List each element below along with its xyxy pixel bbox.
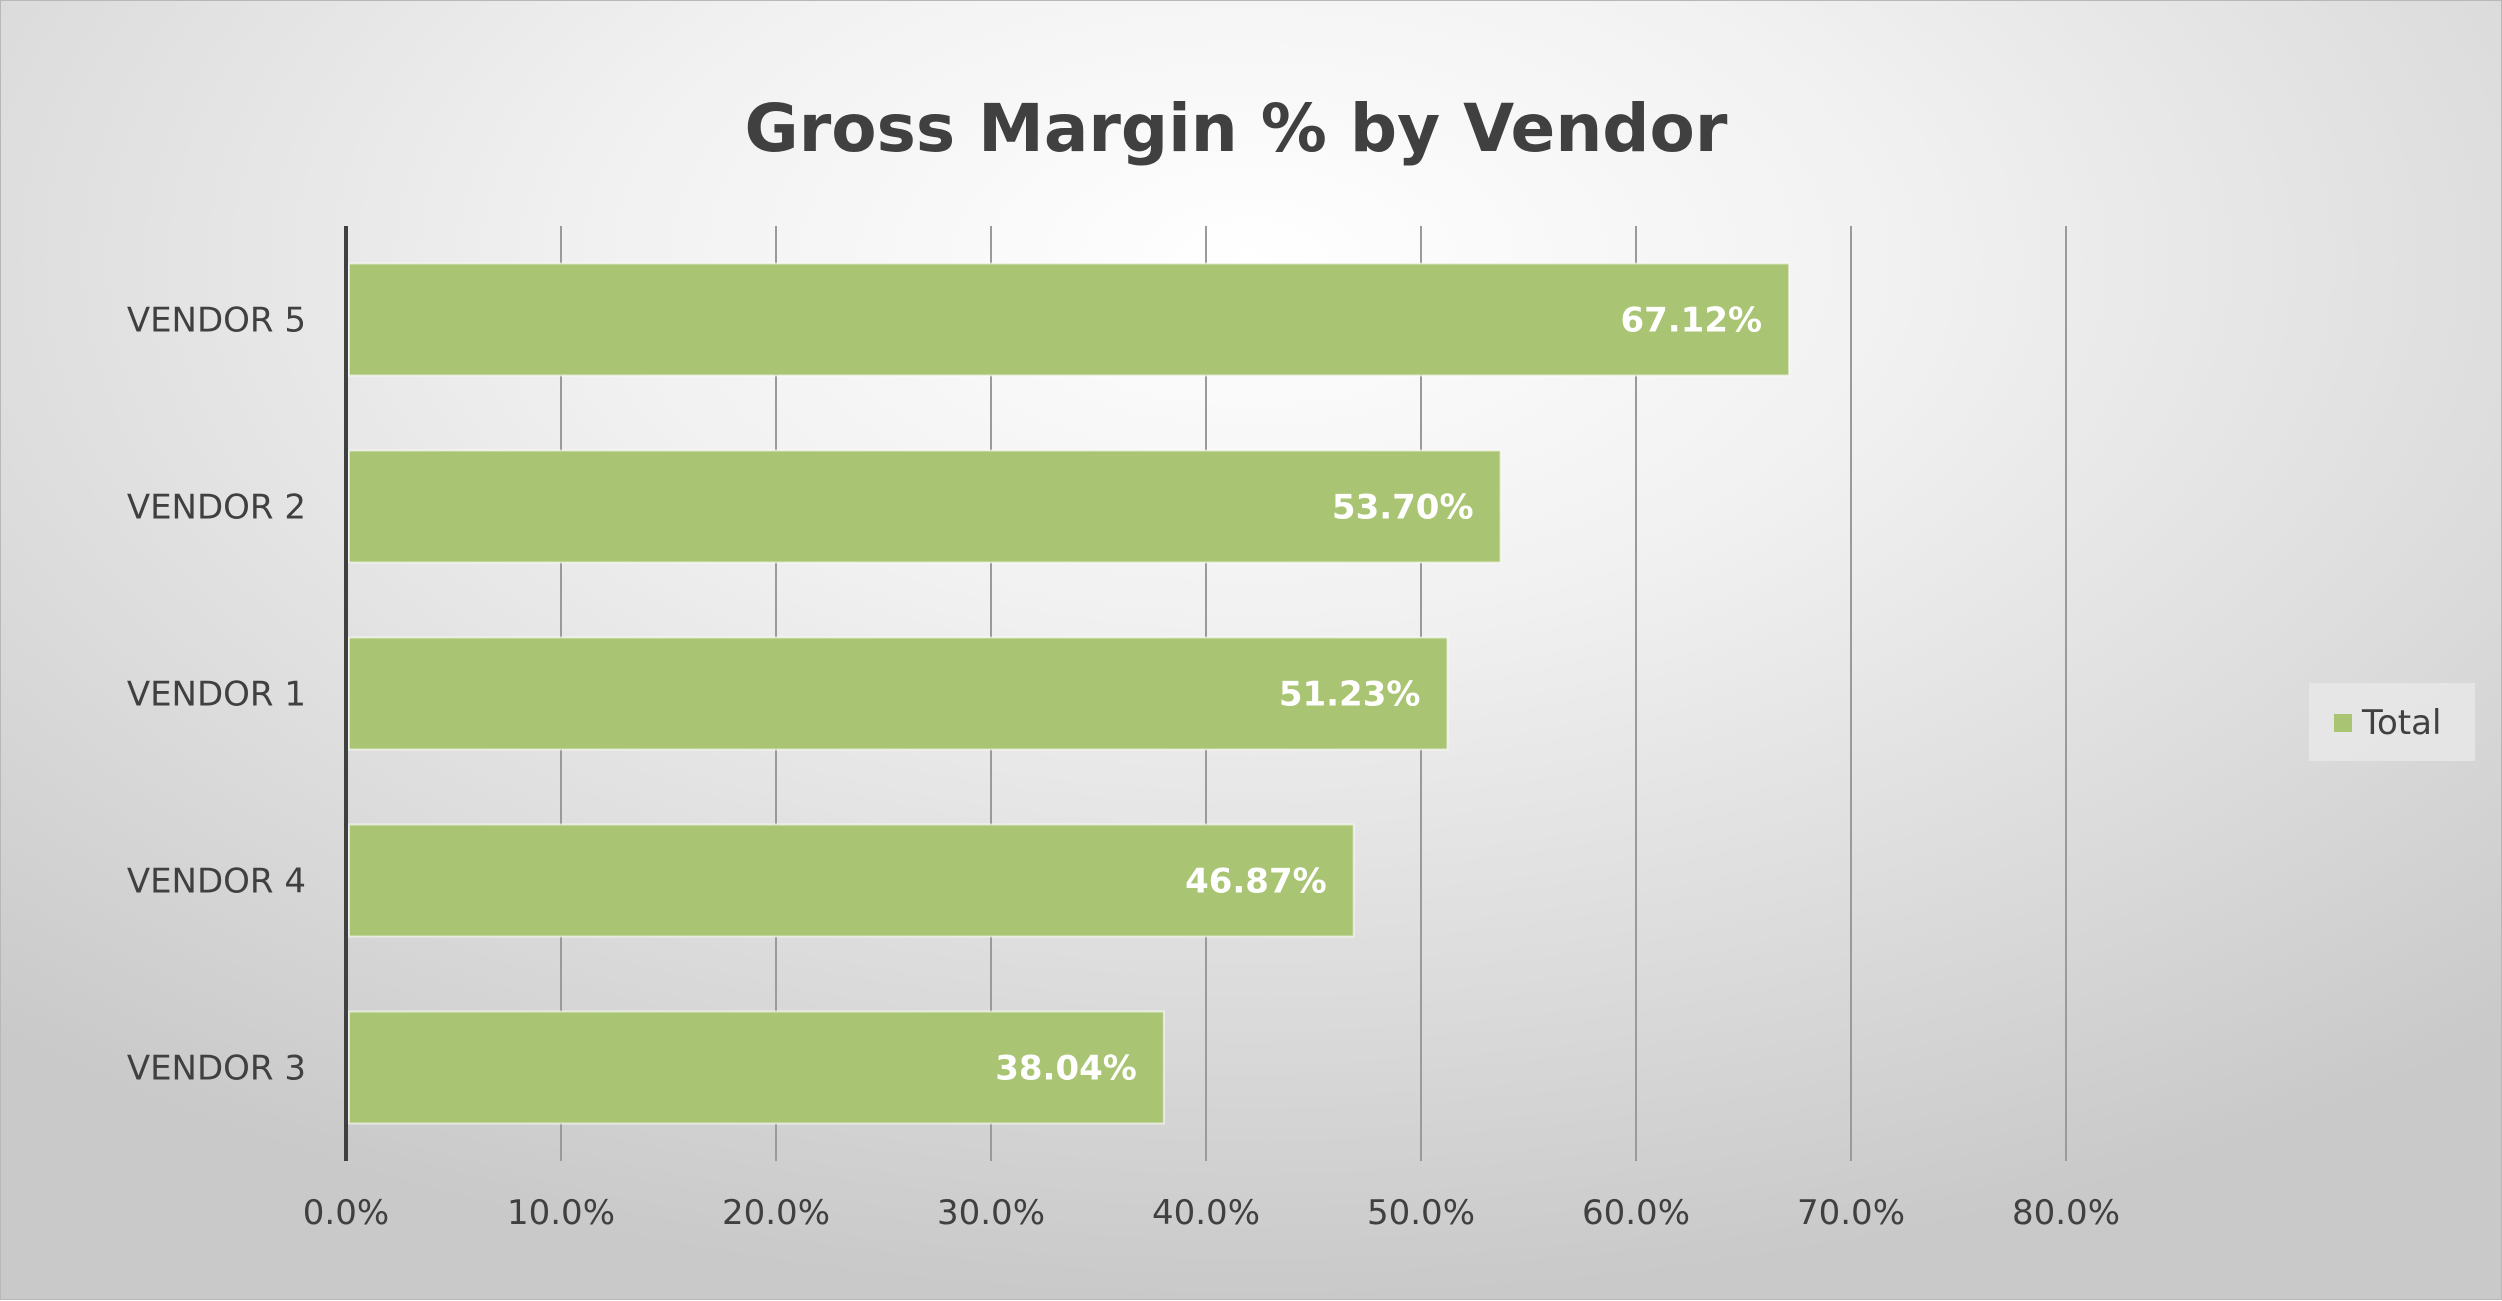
category-labels: VENDOR 5 VENDOR 2 VENDOR 1 VENDOR 4 VENDOR 3 (127, 301, 306, 1089)
data-labels: 67.12% 53.70% 51.23% 46.87% 38.04% (995, 301, 1762, 1089)
legend-swatch (2334, 714, 2352, 732)
category-label: VENDOR 2 (127, 488, 306, 528)
bar (348, 1010, 1165, 1125)
bars (348, 262, 1791, 1125)
legend: Total (2309, 683, 2475, 761)
x-tick-label: 30.0% (937, 1193, 1045, 1233)
bar (348, 449, 1502, 564)
bar-data-label: 46.87% (1185, 862, 1327, 902)
category-label: VENDOR 3 (127, 1049, 306, 1089)
category-label: VENDOR 1 (127, 675, 306, 715)
bar (348, 823, 1355, 938)
x-tick-label: 50.0% (1367, 1193, 1475, 1233)
bar-data-label: 53.70% (1332, 488, 1474, 528)
x-tick-label: 80.0% (2012, 1193, 2120, 1233)
x-tick-label: 60.0% (1582, 1193, 1690, 1233)
category-label: VENDOR 4 (127, 862, 306, 902)
bar-data-label: 38.04% (995, 1049, 1137, 1089)
chart-title: Gross Margin % by Vendor (745, 90, 1728, 167)
bar (348, 262, 1791, 377)
x-tick-label: 0.0% (303, 1193, 389, 1233)
bar (348, 636, 1449, 751)
bar-data-label: 67.12% (1620, 301, 1762, 341)
x-tick-labels: 0.0% 10.0% 20.0% 30.0% 40.0% 50.0% 60.0% 70.0% 8… (303, 1193, 2120, 1233)
x-tick-label: 10.0% (507, 1193, 615, 1233)
legend-label: Total (2361, 703, 2441, 743)
x-tick-label: 70.0% (1797, 1193, 1905, 1233)
x-tick-label: 40.0% (1152, 1193, 1260, 1233)
category-label: VENDOR 5 (127, 301, 306, 341)
bar-data-label: 51.23% (1279, 675, 1421, 715)
x-tick-label: 20.0% (722, 1193, 830, 1233)
